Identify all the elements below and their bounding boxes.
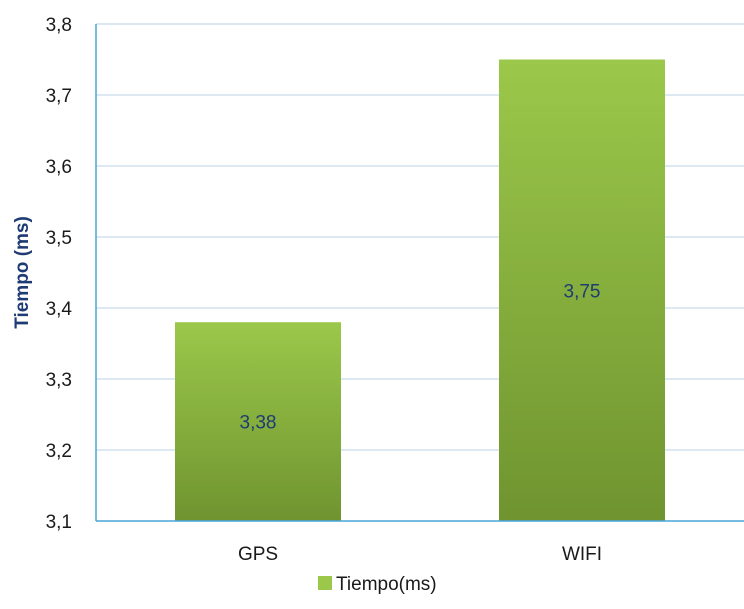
y-tick-label: 3,3 [46,370,72,391]
y-tick-label: 3,1 [46,512,72,533]
y-tick-label: 3,6 [46,157,72,178]
y-tick-label: 3,4 [46,299,73,320]
legend: Tiempo(ms) [318,574,437,595]
data-label: 3,75 [564,281,601,302]
bar-wifi [499,59,665,521]
bars [175,59,665,521]
bar-gps [175,322,341,521]
data-label: 3,38 [240,413,277,434]
y-axis-title: Tiempo (ms) [12,216,33,329]
legend-label: Tiempo(ms) [336,574,437,595]
y-tick-label: 3,2 [46,441,72,462]
legend-swatch [318,576,332,590]
x-category-label: WIFI [562,544,602,565]
y-tick-label: 3,8 [46,15,72,36]
y-tick-label: 3,7 [46,86,72,107]
labels: 3,1 3,2 3,3 3,4 3,5 3,6 3,7 3,8 3,38 GPS 3,75 WIFI T… [12,15,602,565]
y-tick-label: 3,5 [46,228,72,249]
x-category-label: GPS [238,544,278,565]
axes [95,24,744,522]
